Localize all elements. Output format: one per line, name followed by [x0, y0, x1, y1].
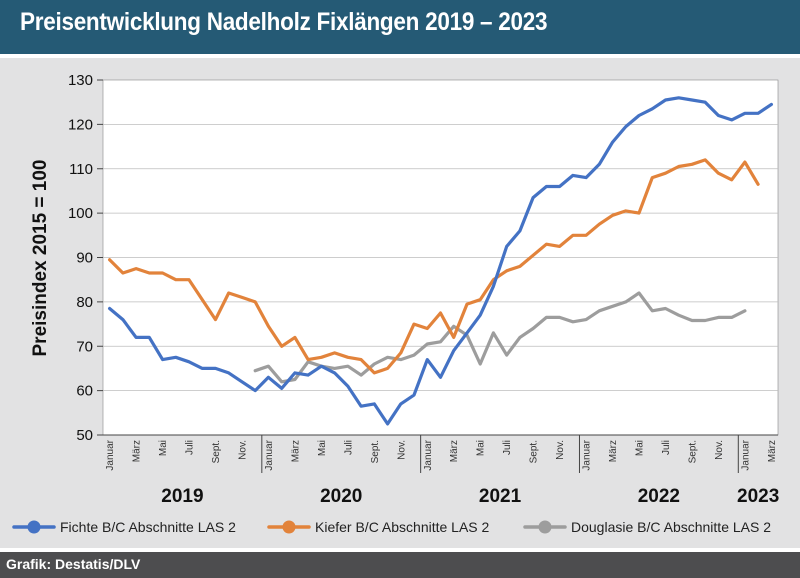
x-tick-label: Sept.	[211, 440, 222, 463]
legend-label: Kiefer B/C Abschnitte LAS 2	[315, 519, 490, 535]
source-bar: Grafik: Destatis/DLV	[0, 552, 800, 578]
series-line-2	[253, 291, 747, 384]
y-tick-label: 80	[76, 294, 93, 311]
y-tick-label: 120	[68, 116, 93, 133]
x-tick-label: Nov.	[555, 440, 566, 460]
x-tick-label: Mai	[476, 440, 487, 456]
x-tick-label: Januar	[264, 439, 275, 470]
x-tick-label: März	[290, 440, 301, 462]
legend-marker	[282, 520, 296, 534]
x-tick-label: Juli	[343, 440, 354, 455]
x-tick-label: März	[449, 440, 460, 462]
x-tick-label: Juli	[502, 440, 513, 455]
x-tick-label: Sept.	[370, 440, 381, 463]
year-label: 2023	[737, 486, 779, 507]
x-tick-label: Januar	[740, 439, 751, 470]
x-tick-label: Mai	[317, 440, 328, 456]
y-tick-label: 110	[69, 161, 93, 178]
y-tick-label: 90	[76, 250, 93, 267]
x-tick-label: Nov.	[237, 440, 248, 460]
series-line-0	[107, 96, 774, 426]
y-tick-label: 100	[68, 205, 93, 222]
legend-marker	[27, 520, 41, 534]
chart-title: Preisentwicklung Nadelholz Fixlängen 201…	[20, 8, 548, 36]
year-label: 2022	[638, 486, 680, 507]
x-tick-label: Nov.	[396, 440, 407, 460]
series-line-1	[107, 158, 760, 375]
legend-label: Douglasie B/C Abschnitte LAS 2	[571, 519, 771, 535]
legend-label: Fichte B/C Abschnitte LAS 2	[60, 519, 236, 535]
x-axis: Januar März Mai Juli Sept. Nov. Januar März Mai J…	[103, 434, 778, 471]
series-lines	[107, 96, 774, 426]
x-tick-label: Januar	[582, 439, 593, 470]
x-tick-label: Nov.	[714, 440, 725, 460]
year-label: 2021	[479, 486, 522, 507]
gridlines	[103, 123, 778, 392]
x-tick-label: Mai	[635, 440, 646, 456]
y-tick-label: 70	[76, 338, 93, 355]
source-credit: Grafik: Destatis/DLV	[6, 556, 141, 572]
x-tick-label: Mai	[158, 440, 169, 456]
x-tick-label: März	[132, 440, 143, 462]
x-tick-label: März	[608, 440, 619, 462]
title-bar: Preisentwicklung Nadelholz Fixlängen 201…	[0, 0, 800, 54]
x-tick-label: Sept.	[529, 440, 540, 463]
x-tick-label: Juli	[185, 440, 196, 455]
legend-marker	[538, 520, 552, 534]
x-tick-label: Juli	[661, 440, 672, 455]
y-axis: 50 60 70 80 90 100 110 120 130	[68, 72, 103, 444]
x-tick-label: Januar	[105, 439, 116, 470]
year-label: 2019	[161, 486, 203, 507]
year-labels: 2019 2020 2021 2022 2023	[161, 435, 779, 507]
x-tick-label: Sept.	[687, 440, 698, 463]
y-tick-label: 60	[76, 383, 93, 400]
x-tick-label: Januar	[423, 439, 434, 470]
year-label: 2020	[320, 486, 362, 507]
y-axis-label: Preisindex 2015 = 100	[30, 159, 51, 356]
line-chart: 50 60 70 80 90 100 110 120 130 Preisindex 2015 =…	[12, 72, 779, 535]
x-tick-label: März	[767, 440, 778, 462]
y-tick-label: 50	[76, 427, 93, 444]
y-tick-label: 130	[68, 72, 93, 89]
legend: Fichte B/C Abschnitte LAS 2 Kiefer B/C Ab…	[12, 519, 771, 535]
